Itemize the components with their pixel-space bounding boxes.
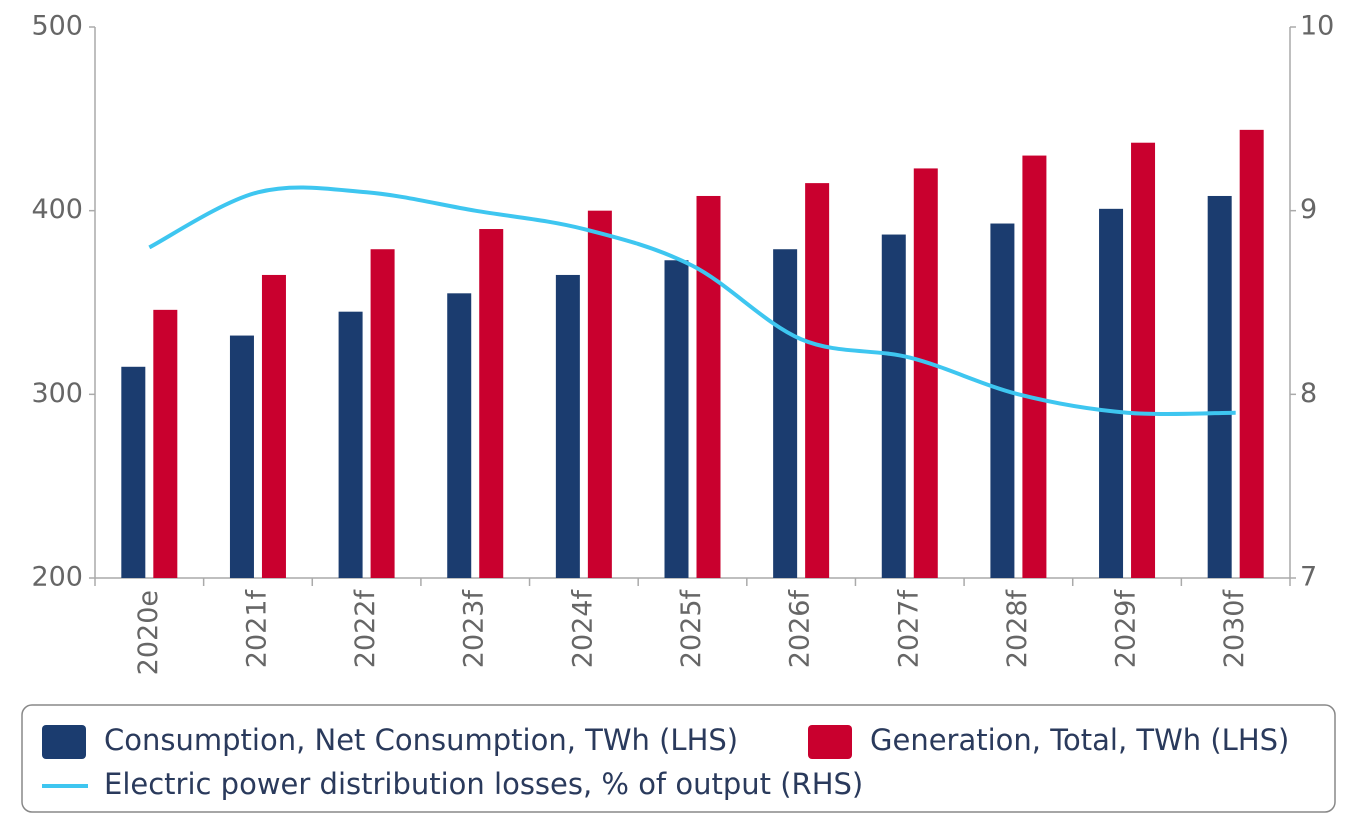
- bar: [447, 293, 472, 578]
- bar: [261, 274, 286, 578]
- legend-label: Electric power distribution losses, % of…: [104, 767, 863, 801]
- bar: [479, 229, 504, 579]
- bar: [1131, 142, 1156, 578]
- legend-box: [21, 704, 1336, 813]
- y2-tick-label: 9: [1300, 194, 1317, 225]
- bar: [370, 249, 395, 578]
- x-tick-label: 2029f: [1111, 589, 1142, 669]
- x-tick-label: 2026f: [785, 589, 816, 669]
- legend-label: Consumption, Net Consumption, TWh (LHS): [104, 723, 738, 757]
- bar: [773, 249, 798, 578]
- bar: [1099, 208, 1124, 578]
- x-tick-label: 2021f: [241, 589, 272, 669]
- legend-swatch: [42, 725, 86, 759]
- y2-tick-label: 8: [1300, 378, 1317, 409]
- x-tick-label: 2027f: [893, 589, 924, 669]
- bar: [1207, 195, 1232, 578]
- y-tick-label: 300: [31, 378, 83, 409]
- bar: [696, 195, 721, 578]
- bar: [1239, 129, 1264, 578]
- x-tick-label: 2028f: [1002, 589, 1033, 669]
- x-tick-label: 2020e: [133, 590, 164, 675]
- legend-label: Generation, Total, TWh (LHS): [870, 723, 1289, 757]
- y-tick-label: 400: [31, 194, 83, 225]
- x-tick-label: 2023f: [459, 589, 490, 669]
- line: [148, 185, 1236, 417]
- bar: [805, 183, 830, 578]
- bar: [990, 223, 1015, 579]
- bar: [153, 309, 178, 578]
- y2-tick-label: 7: [1300, 562, 1317, 593]
- x-tick-label: 2025f: [676, 589, 707, 669]
- bar: [664, 260, 689, 578]
- bar: [338, 311, 363, 578]
- legend-swatch: [808, 725, 852, 759]
- bar: [229, 335, 254, 578]
- bar: [1022, 155, 1047, 579]
- y2-tick-label: 10: [1300, 11, 1334, 42]
- bar: [555, 274, 580, 578]
- x-tick-label: 2024f: [567, 589, 598, 669]
- bar: [913, 168, 938, 578]
- bar: [881, 234, 906, 578]
- bar: [587, 210, 612, 578]
- y-tick-label: 200: [31, 562, 83, 593]
- bar: [121, 366, 146, 578]
- y-tick-label: 500: [31, 11, 83, 42]
- x-tick-label: 2022f: [350, 589, 381, 669]
- x-tick-label: 2030f: [1219, 589, 1250, 669]
